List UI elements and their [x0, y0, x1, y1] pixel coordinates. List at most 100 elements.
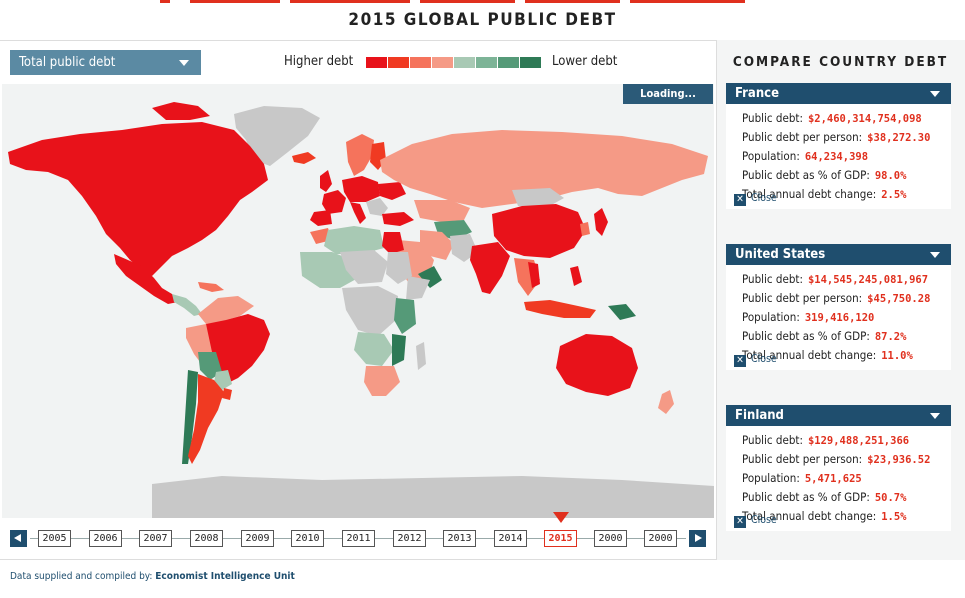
stat-value: $45,750.28	[867, 293, 931, 305]
close-label: Close	[751, 514, 777, 526]
map-country-iran[interactable]	[420, 230, 454, 260]
map-country-italy[interactable]	[350, 202, 366, 224]
compare-panel-title: COMPARE COUNTRY DEBT	[732, 54, 949, 70]
map-country-india[interactable]	[470, 242, 510, 294]
country-name: United States	[735, 247, 826, 262]
map-country-turkey[interactable]	[382, 212, 414, 226]
map-country-iceland[interactable]	[292, 152, 316, 164]
map-country-argentina[interactable]	[188, 374, 224, 464]
chevron-left-icon	[14, 534, 21, 542]
year-button[interactable]: 2013	[443, 530, 476, 547]
map-country-chile[interactable]	[182, 370, 198, 464]
stat-value: $2,460,314,754,098	[807, 113, 922, 125]
debt-metric-dropdown[interactable]: Total public debt	[10, 50, 201, 75]
map-country-russia[interactable]	[380, 130, 708, 208]
country-selector[interactable]: France	[726, 83, 951, 104]
loading-indicator: Loading...	[623, 84, 713, 104]
stat-label: Total annual debt change:	[742, 187, 877, 201]
selected-year-marker-icon	[553, 512, 569, 523]
footer-label: Data supplied and compiled by:	[10, 571, 153, 582]
map-country-korea[interactable]	[580, 222, 590, 236]
legend-swatch	[454, 57, 475, 68]
map-country-australia[interactable]	[556, 334, 638, 396]
close-icon: ✕	[734, 194, 746, 206]
close-button[interactable]: ✕ Close	[734, 514, 777, 528]
year-button[interactable]: 2005	[38, 530, 71, 547]
legend-swatch	[410, 57, 431, 68]
map-country-algeria-libya[interactable]	[324, 226, 384, 254]
map-country-sudan[interactable]	[386, 252, 412, 284]
year-button[interactable]: 2000	[644, 530, 677, 547]
country-name: France	[735, 86, 780, 101]
world-debt-map[interactable]	[2, 84, 714, 518]
close-button[interactable]: ✕ Close	[734, 353, 777, 367]
map-country-mongolia[interactable]	[512, 188, 564, 208]
map-country-philippines[interactable]	[570, 266, 582, 286]
year-button[interactable]: 2010	[291, 530, 324, 547]
map-country-uruguay[interactable]	[222, 388, 232, 400]
map-region-caribbean[interactable]	[198, 282, 224, 292]
map-country-uk[interactable]	[320, 170, 332, 192]
map-country-scandinavia[interactable]	[346, 134, 374, 176]
map-country-sahel[interactable]	[340, 250, 388, 284]
map-country-egypt[interactable]	[382, 232, 404, 254]
map-country-ukraine[interactable]	[378, 182, 406, 200]
map-country-colombia-venezuela[interactable]	[198, 296, 254, 324]
stat-value: $14,545,245,081,967	[807, 274, 929, 286]
year-button[interactable]: 2007	[139, 530, 172, 547]
map-country-balkans[interactable]	[366, 198, 388, 216]
country-selector[interactable]: Finland	[726, 405, 951, 426]
map-country-oman-yemen[interactable]	[418, 266, 442, 288]
map-country-north-america[interactable]	[8, 122, 268, 276]
map-country-east-africa[interactable]	[394, 298, 416, 334]
world-map-svg[interactable]	[2, 84, 714, 518]
legend-swatch	[388, 57, 409, 68]
map-country-horn-of-africa[interactable]	[406, 276, 430, 300]
map-country-central-europe[interactable]	[342, 176, 380, 202]
map-region-arctic-islands[interactable]	[152, 102, 210, 120]
year-button[interactable]: 2011	[342, 530, 375, 547]
stat-value: 1.5%	[881, 511, 907, 523]
stat-value: $129,488,251,366	[807, 435, 910, 447]
legend-swatch	[476, 57, 497, 68]
map-country-paraguay[interactable]	[214, 370, 232, 390]
map-country-indonesia[interactable]	[524, 300, 596, 318]
map-country-angola-zambia[interactable]	[354, 332, 394, 366]
map-country-south-africa[interactable]	[364, 366, 400, 396]
map-country-japan[interactable]	[594, 208, 608, 236]
map-country-mozambique[interactable]	[392, 334, 406, 366]
map-country-new-zealand[interactable]	[658, 390, 674, 414]
year-button[interactable]: 2008	[190, 530, 223, 547]
close-button[interactable]: ✕ Close	[734, 192, 777, 206]
map-region-central-america[interactable]	[172, 294, 202, 316]
map-country-mexico[interactable]	[114, 254, 178, 304]
map-country-madagascar[interactable]	[416, 342, 426, 370]
map-country-kazakhstan[interactable]	[414, 200, 470, 222]
map-country-thailand[interactable]	[528, 262, 540, 288]
stat-label: Public debt as % of GDP:	[742, 168, 870, 182]
country-name: Finland	[735, 408, 784, 423]
year-button[interactable]: 2009	[241, 530, 274, 547]
timeline-next-button[interactable]	[689, 530, 706, 547]
map-country-spain[interactable]	[310, 210, 332, 226]
year-button[interactable]: 2014	[494, 530, 527, 547]
year-button[interactable]: 2012	[393, 530, 426, 547]
footer-source: Economist Intelligence Unit	[155, 571, 295, 582]
timeline-prev-button[interactable]	[10, 530, 27, 547]
legend-swatch	[366, 57, 387, 68]
map-country-papua-new-guinea[interactable]	[608, 304, 636, 320]
year-button[interactable]: 2006	[89, 530, 122, 547]
map-country-greenland[interactable]	[234, 106, 320, 166]
content-frame	[0, 40, 965, 560]
year-button[interactable]: 2000	[594, 530, 627, 547]
close-label: Close	[751, 192, 777, 204]
data-source-footer: Data supplied and compiled by: Economist…	[10, 571, 295, 582]
year-button-selected[interactable]: 2015	[544, 530, 577, 547]
stat-label: Population:	[742, 149, 800, 163]
legend-swatch	[432, 57, 453, 68]
map-country-france[interactable]	[322, 190, 346, 214]
country-selector[interactable]: United States	[726, 244, 951, 265]
map-country-central-africa[interactable]	[342, 286, 398, 336]
map-country-china[interactable]	[492, 204, 586, 258]
map-country-brazil[interactable]	[206, 314, 270, 384]
